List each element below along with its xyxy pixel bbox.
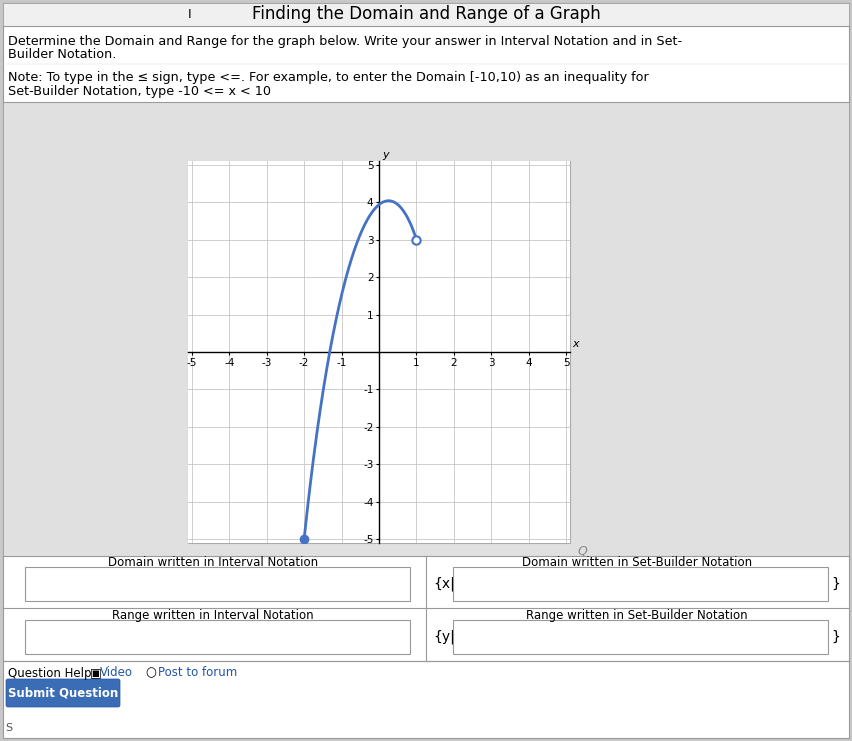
FancyBboxPatch shape: [6, 679, 120, 707]
Bar: [188, 161, 570, 543]
Text: }: }: [831, 630, 840, 644]
Text: Post to forum: Post to forum: [158, 666, 237, 679]
Text: Range written in Set-Builder Notation: Range written in Set-Builder Notation: [527, 608, 748, 622]
Text: {y|: {y|: [433, 630, 455, 644]
Text: Submit Question: Submit Question: [8, 686, 118, 700]
Text: Question Help:: Question Help:: [8, 666, 95, 679]
Text: ▣: ▣: [90, 666, 101, 679]
Text: Domain written in Set-Builder Notation: Domain written in Set-Builder Notation: [522, 556, 752, 568]
Bar: [25, 620, 410, 654]
Bar: [3, 102, 849, 556]
Text: x: x: [573, 339, 579, 349]
Text: Q: Q: [577, 545, 587, 557]
Bar: [453, 620, 828, 654]
Text: }: }: [831, 577, 840, 591]
Text: Domain written in Interval Notation: Domain written in Interval Notation: [108, 556, 318, 568]
Text: Set-Builder Notation, type -10 <= x < 10: Set-Builder Notation, type -10 <= x < 10: [8, 85, 271, 99]
Bar: [25, 567, 410, 601]
Text: Note: To type in the ≤ sign, type <=. For example, to enter the Domain [-10,10) : Note: To type in the ≤ sign, type <=. Fo…: [8, 71, 648, 84]
Text: Range written in Interval Notation: Range written in Interval Notation: [112, 608, 314, 622]
Text: Finding the Domain and Range of a Graph: Finding the Domain and Range of a Graph: [251, 5, 601, 23]
Text: {x|: {x|: [433, 576, 455, 591]
Text: I: I: [188, 7, 192, 21]
Text: Builder Notation.: Builder Notation.: [8, 48, 117, 62]
Text: y: y: [383, 150, 389, 160]
Text: Video: Video: [100, 666, 133, 679]
Text: ○: ○: [145, 666, 156, 679]
Bar: [453, 567, 828, 601]
Text: S: S: [5, 723, 12, 733]
Bar: [3, 3, 849, 26]
Text: Determine the Domain and Range for the graph below. Write your answer in Interva: Determine the Domain and Range for the g…: [8, 35, 682, 47]
